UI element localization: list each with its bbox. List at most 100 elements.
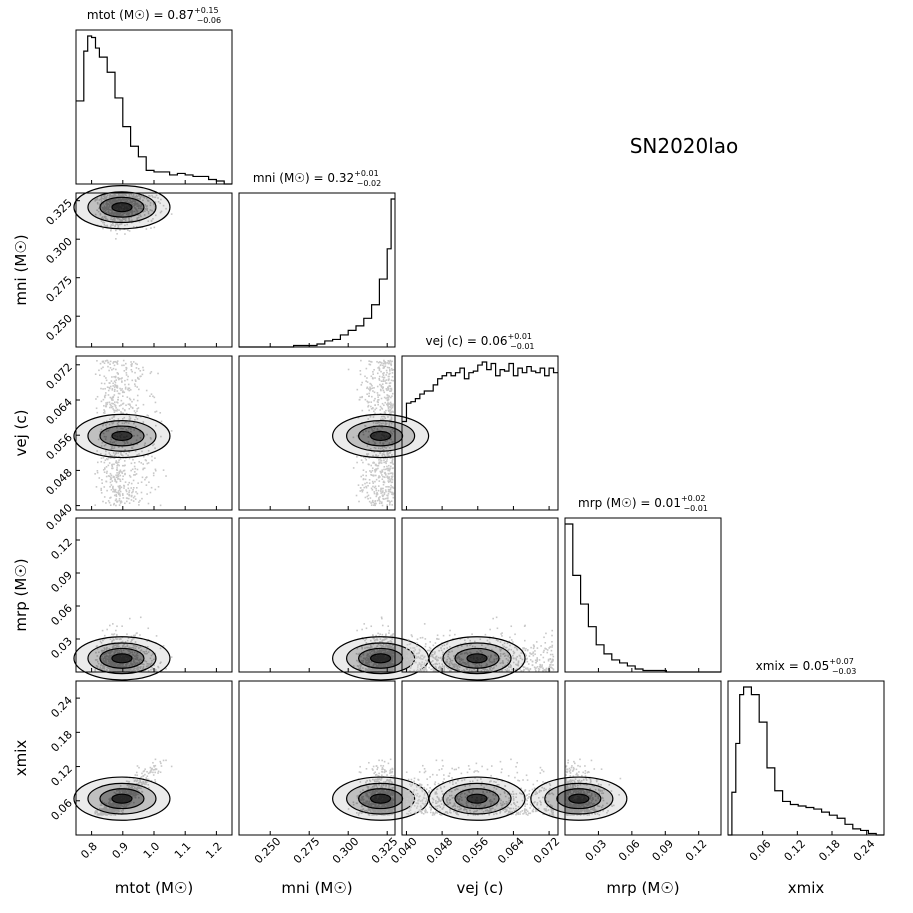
y-tick-mrp: 0.03	[48, 635, 75, 662]
y-tick-xmix: 0.06	[48, 797, 75, 824]
panel-xmix-mni: 0.250 0.275 0.300 0.325	[238, 680, 430, 866]
x-tick-mni: 0.250	[252, 835, 283, 866]
histogram-xmix	[728, 686, 884, 836]
panel-mrp-mni	[238, 517, 430, 681]
y-tick-mni: 0.250	[43, 312, 74, 343]
contour-mrp-mtot-3	[111, 653, 133, 664]
contour-xmix-mtot-0	[73, 776, 171, 821]
contour-xmix-mni-2	[358, 788, 404, 810]
contour-xmix-mrp-1	[544, 782, 614, 815]
contour-xmix-mrp-3	[568, 793, 590, 804]
y-tick-mrp: 0.12	[48, 536, 75, 563]
summary-mni: mni (M☉) = 0.32+0.01 −0.02	[253, 169, 381, 188]
summary-mrp: mrp (M☉) = 0.01+0.02 −0.01	[578, 494, 708, 513]
panel-frame	[238, 192, 396, 348]
contour-vej-mtot-0	[73, 413, 171, 459]
panel-xmix-vej: 0.040 0.048 0.056 0.064 0.072	[388, 680, 562, 866]
x-tick-vej: 0.048	[424, 835, 455, 866]
figure-title: SN2020lao	[630, 134, 739, 158]
y-tick-mni: 0.300	[43, 235, 74, 266]
contour-mrp-mni-3	[370, 653, 392, 664]
contour-vej-mni-2	[358, 425, 404, 447]
y-axis-label-vej: vej (c)	[12, 410, 30, 457]
x-tick-mtot: 1.2	[203, 840, 225, 862]
x-tick-xmix: 0.24	[851, 837, 878, 864]
y-tick-vej: 0.048	[43, 466, 74, 497]
x-tick-mrp: 0.03	[583, 837, 610, 864]
contour-xmix-vej-3	[466, 793, 488, 804]
y-tick-xmix: 0.18	[48, 728, 75, 755]
contour-mrp-vej-1	[442, 642, 512, 675]
contour-vej-mtot-1	[87, 420, 157, 452]
contour-vej-mni-1	[346, 420, 416, 452]
x-axis-label-mrp: mrp (M☉)	[606, 879, 679, 897]
x-tick-mni: 0.300	[330, 835, 361, 866]
contour-xmix-vej-0	[428, 776, 526, 821]
x-tick-mtot: 1.1	[172, 840, 194, 862]
y-axis-label-mni: mni (M☉)	[12, 234, 30, 305]
panel-xmix-mtot: 0.8 0.9 1.0 1.1 1.2 0.06 0.12 0.18 0.24	[48, 680, 233, 862]
y-tick-xmix: 0.24	[48, 694, 75, 721]
contour-xmix-mtot-3	[111, 793, 133, 804]
contour-xmix-vej-2	[454, 788, 500, 810]
y-tick-vej: 0.064	[43, 396, 74, 427]
x-axis-label-xmix: xmix	[788, 879, 825, 897]
contour-mrp-mtot-1	[87, 642, 157, 675]
panel-mrp-vej	[401, 517, 559, 681]
panel-frame	[401, 680, 559, 836]
summary-vej: vej (c) = 0.06+0.01 −0.01	[425, 332, 534, 351]
x-axis-label-vej: vej (c)	[457, 879, 504, 897]
summary-xmix: xmix = 0.05+0.07 −0.03	[756, 657, 857, 676]
histogram-mrp	[565, 523, 721, 673]
y-tick-vej: 0.072	[43, 361, 74, 392]
contour-xmix-vej-1	[442, 782, 512, 815]
contour-vej-mni-0	[332, 413, 430, 459]
contour-xmix-mtot-1	[87, 782, 157, 815]
contour-xmix-mni-3	[370, 793, 392, 804]
panel-xmix-mrp: 0.03 0.06 0.09 0.12	[530, 680, 722, 864]
panel-frame	[727, 680, 885, 836]
y-tick-mni: 0.275	[43, 273, 74, 304]
contour-vej-mni-3	[370, 430, 392, 442]
panel-vej-mtot: 0.040 0.048 0.056 0.064 0.072	[43, 355, 233, 533]
x-tick-mtot: 0.8	[78, 840, 100, 862]
panel-frame	[564, 680, 722, 836]
contour-xmix-mtot-2	[99, 788, 145, 810]
panel-mtot-mtot: mtot (M☉) = 0.87+0.15 −0.06	[75, 6, 233, 185]
contour-mni-mtot-3	[111, 202, 133, 213]
panel-frame	[238, 680, 396, 836]
x-tick-mni: 0.275	[291, 835, 322, 866]
contour-xmix-mni-1	[346, 782, 416, 815]
panel-frame	[401, 517, 559, 673]
panel-frame	[564, 517, 722, 673]
contour-mni-mtot-1	[87, 191, 157, 224]
x-tick-xmix: 0.06	[747, 837, 774, 864]
panel-mni-mni: mni (M☉) = 0.32+0.01 −0.02	[238, 169, 396, 348]
x-tick-xmix: 0.18	[816, 837, 843, 864]
y-axis-label-xmix: xmix	[12, 740, 30, 777]
contour-mrp-vej-3	[466, 653, 488, 664]
contour-mrp-mni-1	[346, 642, 416, 675]
y-axis-label-mrp: mrp (M☉)	[12, 558, 30, 631]
contour-vej-mtot-3	[111, 430, 133, 442]
x-tick-mrp: 0.12	[683, 837, 710, 864]
contour-mni-mtot-0	[73, 185, 171, 230]
x-tick-mtot: 0.9	[110, 840, 132, 862]
panel-vej-mni	[238, 355, 430, 511]
x-tick-mtot: 1.0	[141, 840, 163, 862]
histogram-mtot	[76, 35, 232, 185]
histogram-mni	[239, 198, 395, 348]
panel-vej-vej: vej (c) = 0.06+0.01 −0.01	[401, 332, 559, 511]
y-tick-mni: 0.325	[43, 196, 74, 227]
panel-mrp-mrp: mrp (M☉) = 0.01+0.02 −0.01	[564, 494, 722, 673]
x-tick-mrp: 0.06	[616, 837, 643, 864]
x-tick-xmix: 0.12	[782, 837, 809, 864]
contour-mrp-vej-0	[428, 636, 526, 681]
x-tick-mrp: 0.09	[650, 837, 677, 864]
y-tick-vej: 0.056	[43, 431, 74, 462]
contour-mrp-mni-2	[358, 647, 404, 669]
panel-mrp-mtot: 0.03 0.06 0.09 0.12	[48, 517, 233, 681]
x-tick-vej: 0.072	[531, 835, 562, 866]
histogram-vej	[402, 361, 558, 423]
